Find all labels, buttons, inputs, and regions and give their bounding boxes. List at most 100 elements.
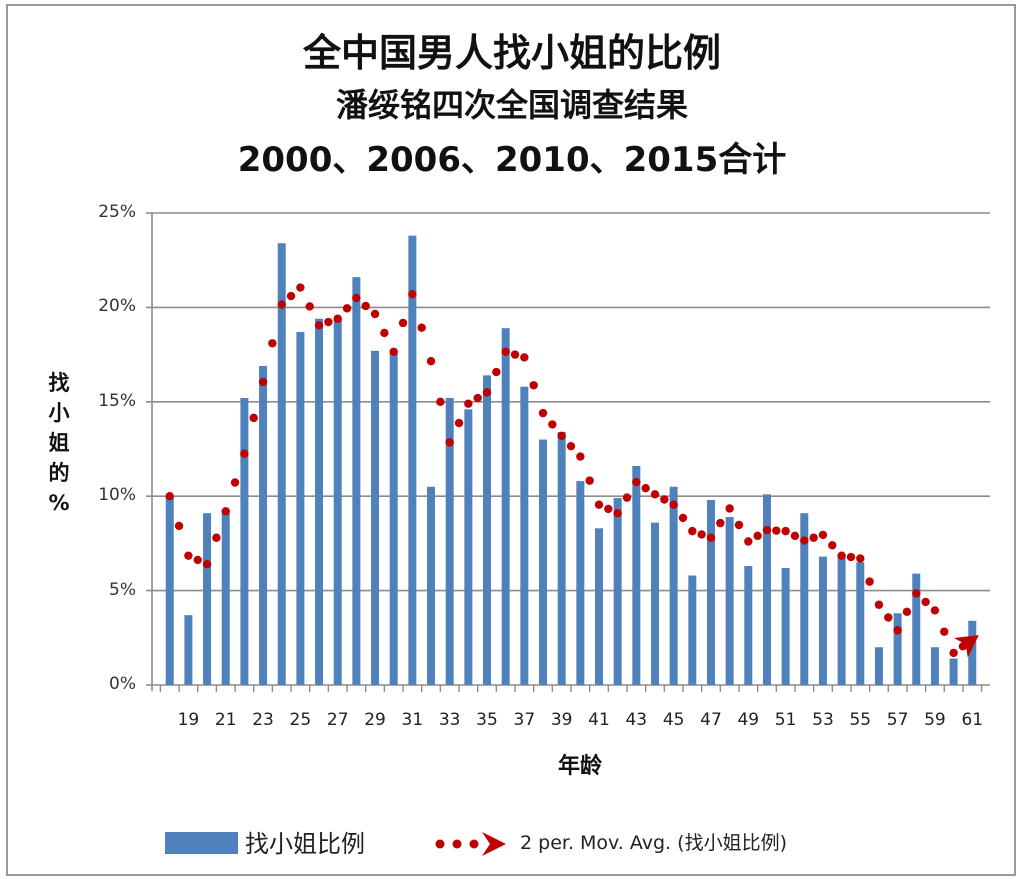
- moving-average-dot: [454, 418, 464, 428]
- moving-average-dot: [697, 530, 706, 539]
- bar: [296, 331, 305, 685]
- moving-average-dot: [846, 552, 856, 562]
- bar: [781, 567, 790, 685]
- x-tick-label: 19: [177, 710, 200, 730]
- moving-average-dot: [221, 507, 230, 516]
- bar: [184, 615, 193, 685]
- moving-average-dot: [753, 531, 762, 541]
- x-tick-label: 21: [214, 710, 237, 730]
- moving-average-dot: [874, 600, 884, 609]
- bar: [874, 647, 883, 685]
- moving-average-dot: [258, 377, 268, 387]
- x-tick-label: 27: [326, 710, 349, 730]
- y-tick-label: 10%: [98, 485, 136, 506]
- bar: [557, 432, 566, 685]
- moving-average-dot: [660, 495, 669, 504]
- bar: [277, 243, 286, 685]
- y-tick-label: 20%: [98, 296, 136, 317]
- bar: [576, 481, 585, 685]
- x-tick-label: 47: [700, 710, 722, 730]
- moving-average-dot: [305, 302, 314, 311]
- bar: [520, 386, 529, 685]
- moving-average-dot: [370, 309, 380, 319]
- bar: [856, 562, 865, 685]
- bar: [464, 409, 473, 685]
- moving-average-dot: [520, 353, 529, 362]
- moving-average-dot: [389, 347, 398, 356]
- moving-average-dot: [585, 476, 594, 485]
- moving-average-dot: [426, 357, 436, 366]
- moving-average-dot: [613, 508, 622, 518]
- moving-average-dot: [912, 589, 921, 598]
- trend-arrow-icon: [953, 635, 979, 658]
- moving-average-dot: [604, 504, 613, 514]
- bar: [594, 528, 603, 685]
- bar: [613, 498, 622, 685]
- moving-average-dot: [949, 648, 958, 658]
- x-tick-label: 55: [849, 710, 872, 730]
- legend-bar-swatch: [165, 832, 238, 854]
- moving-average-dot: [277, 300, 286, 309]
- bar: [483, 375, 492, 685]
- y-tick-label: 25%: [98, 202, 136, 222]
- moving-average-dot: [184, 551, 193, 560]
- moving-average-dot: [510, 350, 520, 359]
- x-tick-label: 35: [476, 710, 498, 730]
- bar: [837, 554, 846, 685]
- x-tick-label: 41: [588, 710, 610, 730]
- bar: [762, 494, 771, 685]
- legend: 找小姐比例 2 per. Mov. Avg. (找小姐比例): [0, 818, 1024, 858]
- bar: [333, 318, 342, 685]
- moving-average-dot: [324, 317, 333, 327]
- moving-average-dot: [856, 554, 865, 563]
- x-tick-label: 61: [961, 710, 984, 730]
- legend-dotted-arrow-icon: [435, 832, 506, 856]
- bar: [539, 439, 548, 685]
- x-tick-label: 23: [252, 710, 274, 730]
- moving-average-dot: [809, 533, 818, 542]
- y-tick-label: 15%: [98, 390, 136, 411]
- moving-average-dot: [417, 323, 426, 332]
- x-axis-label: 年龄: [557, 754, 602, 779]
- moving-average-dot: [538, 408, 548, 418]
- moving-average-dot: [576, 452, 585, 461]
- moving-average-dot: [230, 478, 240, 487]
- moving-average-dot: [436, 397, 445, 406]
- x-tick-label: 51: [774, 710, 797, 730]
- moving-average-dot: [706, 533, 716, 542]
- moving-average-dot: [202, 559, 212, 569]
- moving-average-dot: [772, 526, 781, 535]
- moving-average-dot: [865, 577, 874, 586]
- moving-average-dot: [716, 518, 725, 528]
- bar: [669, 486, 678, 685]
- moving-average-dot: [296, 283, 305, 292]
- y-tick-label: 5%: [109, 579, 136, 600]
- moving-average-dot: [212, 533, 221, 542]
- x-tick-label: 39: [550, 710, 573, 730]
- bar: [893, 613, 902, 685]
- moving-average-dot: [445, 438, 454, 447]
- moving-average-dot: [268, 339, 277, 348]
- moving-average-dot: [501, 347, 510, 356]
- moving-average-dot: [669, 500, 678, 509]
- moving-average-dot: [744, 537, 753, 546]
- bar: [744, 566, 753, 685]
- moving-average-dot: [921, 597, 930, 607]
- moving-average-dot: [174, 521, 184, 531]
- moving-average-dot: [734, 520, 744, 530]
- moving-average-dot: [314, 321, 324, 330]
- x-tick-label: 43: [625, 710, 648, 730]
- moving-average-dot: [398, 318, 408, 328]
- moving-average-dot: [557, 431, 566, 440]
- moving-average-dot: [286, 291, 296, 301]
- bar: [445, 398, 454, 685]
- bar: [688, 575, 697, 685]
- bar: [706, 499, 715, 685]
- bar: [501, 328, 510, 685]
- bar: [371, 350, 380, 685]
- bar: [912, 573, 921, 685]
- x-tick-label: 53: [812, 710, 834, 730]
- moving-average-dot: [781, 526, 790, 536]
- x-tick-label: 29: [364, 710, 386, 730]
